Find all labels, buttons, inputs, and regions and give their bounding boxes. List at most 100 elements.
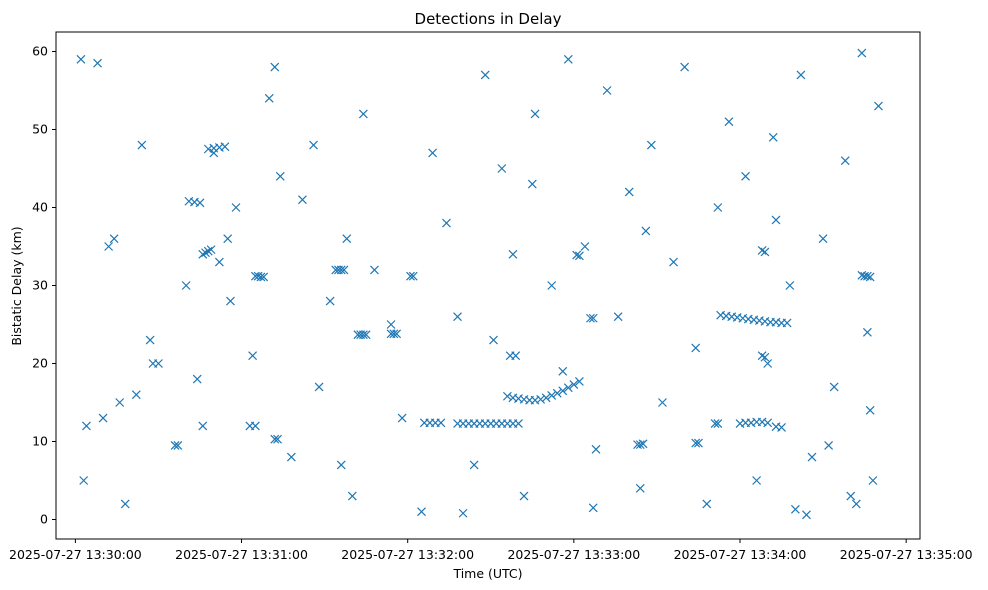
scatter-point: [480, 70, 490, 80]
scatter-point: [198, 421, 208, 431]
scatter-point: [223, 234, 233, 244]
y-tick-label: 0: [40, 512, 48, 527]
scatter-point: [325, 296, 335, 306]
scatter-point: [145, 335, 155, 345]
scatter-point: [231, 203, 241, 212]
scatter-point: [768, 132, 778, 142]
scatter-point: [563, 54, 573, 64]
scatter-point: [702, 499, 712, 509]
scatter-point: [358, 330, 368, 340]
scatter-point: [131, 390, 141, 400]
x-tick-label: 2025-07-27 13:31:00: [175, 547, 308, 562]
scatter-point: [347, 491, 357, 501]
scatter-point: [691, 438, 701, 448]
scatter-point: [574, 251, 584, 261]
scatter-point: [752, 476, 762, 485]
scatter-point: [408, 271, 418, 281]
scatter-point: [137, 140, 147, 150]
scatter-point: [392, 329, 402, 339]
y-tick-label: 60: [32, 44, 48, 59]
scatter-point: [862, 271, 872, 281]
scatter-point: [588, 313, 598, 323]
scatter-point: [777, 423, 786, 432]
y-tick-label: 30: [32, 278, 48, 293]
scatter-point: [511, 351, 521, 361]
scatter-point: [760, 247, 770, 257]
scatter-point: [497, 164, 507, 173]
scatter-point: [458, 508, 468, 518]
scatter-point: [536, 394, 546, 404]
scatter-point: [569, 380, 579, 389]
scatter-point: [757, 351, 767, 361]
scatter-point: [469, 460, 479, 470]
scatter-point: [336, 265, 346, 275]
scatter-point: [862, 327, 872, 337]
scatter-point: [641, 226, 651, 236]
scatter-point: [865, 405, 875, 415]
scatter-point: [406, 271, 415, 281]
scatter-point: [386, 320, 396, 329]
scatter-point: [286, 452, 296, 462]
scatter-point: [358, 109, 368, 119]
scatter-points: [76, 48, 883, 520]
scatter-point: [558, 366, 568, 376]
scatter-point: [489, 335, 498, 345]
scatter-point: [563, 383, 573, 393]
scatter-point: [586, 313, 595, 323]
scatter-point: [201, 248, 210, 258]
scatter-point: [314, 382, 324, 392]
scatter-point: [802, 510, 811, 520]
chart-title: Detections in Delay: [415, 10, 562, 28]
scatter-point: [397, 413, 407, 423]
x-axis-label: Time (UTC): [452, 566, 522, 581]
scatter-point: [203, 246, 213, 256]
scatter-point: [691, 343, 701, 353]
scatter-point: [763, 418, 773, 428]
scatter-point: [256, 272, 266, 282]
scatter-point: [580, 242, 590, 251]
scatter-point: [79, 476, 89, 485]
scatter-point: [865, 272, 875, 282]
scatter-point: [514, 419, 523, 428]
scatter-point: [574, 377, 584, 386]
scatter-point: [198, 249, 208, 259]
scatter-point: [248, 351, 258, 361]
scatter-point: [195, 198, 205, 208]
scatter-point: [93, 58, 102, 68]
scatter-point: [442, 218, 451, 228]
plot-frame: [55, 31, 921, 540]
scatter-point: [757, 245, 767, 255]
scatter-point: [104, 242, 114, 251]
scatter-point: [790, 504, 800, 514]
scatter-point: [417, 507, 426, 517]
scatter-point: [710, 419, 720, 428]
scatter-point: [502, 391, 512, 401]
scatter-point: [527, 179, 537, 189]
scatter-point: [635, 440, 645, 450]
scatter-point: [508, 249, 518, 259]
scatter-point: [547, 281, 557, 290]
scatter-point: [519, 491, 529, 501]
scatter-point: [785, 281, 795, 290]
scatter-point: [547, 391, 557, 400]
y-tick-label: 40: [32, 200, 48, 215]
scatter-point: [173, 440, 183, 450]
scatter-point: [309, 140, 318, 150]
scatter-point: [275, 171, 285, 181]
scatter-point: [635, 483, 645, 493]
x-tick-label: 2025-07-27 13:33:00: [507, 547, 640, 562]
scatter-point: [591, 444, 601, 454]
scatter-point: [270, 62, 280, 72]
scatter-point: [250, 421, 260, 431]
scatter-point: [342, 234, 352, 244]
scatter-point: [713, 203, 723, 212]
x-axis-ticks: 2025-07-27 13:30:00 2025-07-27 13:31:00 20…: [9, 539, 973, 562]
scatter-point: [541, 393, 551, 403]
scatter-point: [115, 398, 125, 407]
scatter-point: [214, 257, 224, 267]
scatter-point: [874, 101, 883, 111]
scatter-point: [602, 86, 612, 95]
scatter-point: [370, 265, 379, 275]
scatter-point: [741, 171, 750, 181]
